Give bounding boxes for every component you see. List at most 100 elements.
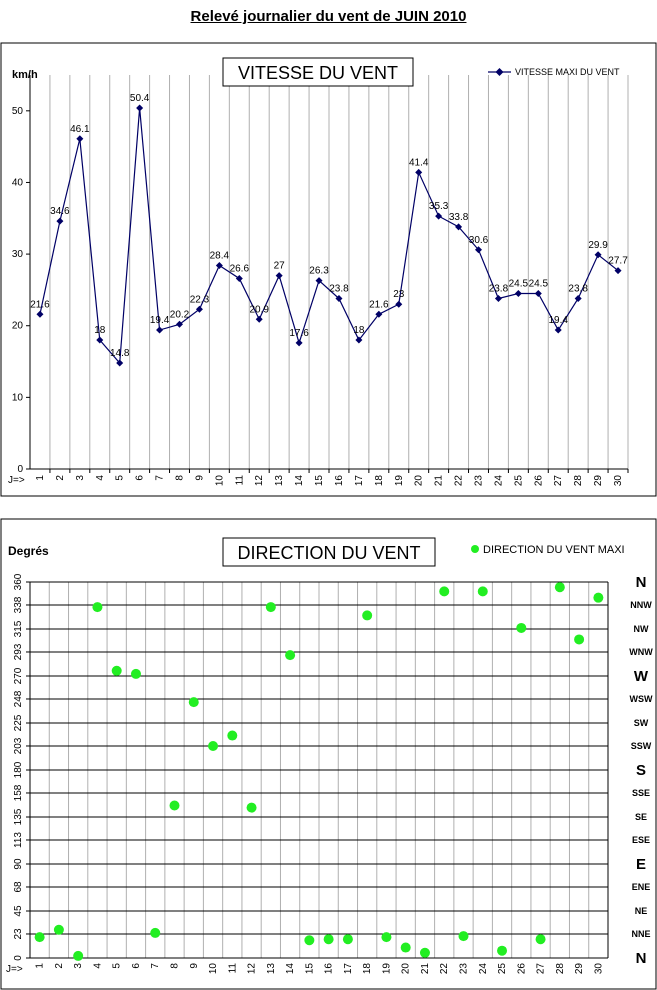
x-tick-label: 6 [135, 475, 146, 481]
data-point [400, 942, 411, 953]
x-tick-label: 25 [513, 475, 524, 487]
x-tick-label: 5 [115, 475, 126, 481]
data-point [227, 730, 238, 741]
y-tick-label: 68 [13, 881, 24, 893]
data-point [535, 934, 546, 945]
data-point [477, 586, 488, 597]
data-label: 18 [94, 325, 106, 336]
compass-label: SSE [632, 788, 650, 798]
data-point [455, 223, 463, 231]
data-label: 20.2 [170, 309, 190, 320]
data-point [475, 246, 482, 254]
data-label: 21.6 [369, 299, 389, 310]
y-tick-label: 50 [12, 106, 24, 117]
data-label: 33.8 [449, 212, 469, 223]
compass-label: SSW [631, 741, 652, 751]
data-point [208, 740, 219, 751]
data-point [304, 935, 315, 946]
x-tick-label: 29 [593, 475, 604, 487]
data-label: 23.8 [329, 284, 349, 295]
y-tick-label: 20 [12, 321, 24, 332]
data-label: 21.6 [30, 299, 50, 310]
data-point [176, 320, 183, 328]
x-axis-label: J=> [6, 964, 23, 975]
data-point [92, 602, 103, 613]
data-label: 14.8 [110, 348, 130, 359]
x-tick-label: 14 [294, 475, 305, 487]
data-point [458, 931, 469, 942]
compass-label: NE [635, 906, 648, 916]
x-tick-label: 13 [266, 963, 277, 975]
x-tick-label: 9 [189, 963, 200, 969]
x-tick-label: 25 [497, 963, 508, 975]
y-tick-label: 0 [13, 955, 24, 961]
chart-title: DIRECTION DU VENT [237, 543, 420, 563]
data-point [136, 104, 144, 112]
compass-label: S [636, 762, 646, 779]
data-label: 20.9 [249, 304, 269, 315]
data-point [439, 586, 450, 597]
data-label: 28.4 [210, 251, 230, 262]
data-point [516, 622, 527, 633]
x-tick-label: 29 [574, 963, 585, 975]
y-tick-label: 23 [13, 928, 24, 940]
data-point [150, 927, 161, 938]
x-tick-label: 19 [381, 963, 392, 975]
data-point [76, 135, 84, 143]
x-tick-label: 7 [150, 963, 161, 969]
x-tick-label: 26 [516, 963, 527, 975]
data-point [169, 800, 180, 811]
data-label: 19.4 [548, 315, 568, 326]
x-tick-label: 28 [555, 963, 566, 975]
x-tick-label: 18 [362, 963, 373, 975]
x-tick-label: 21 [420, 963, 431, 975]
data-point [235, 274, 243, 282]
x-tick-label: 22 [454, 475, 465, 487]
compass-label: WNW [629, 647, 653, 657]
data-label: 50.4 [130, 93, 150, 104]
data-point [255, 315, 263, 323]
data-point [415, 168, 423, 176]
legend-marker [471, 545, 479, 553]
y-tick-label: 270 [13, 667, 24, 684]
x-tick-label: 21 [434, 475, 445, 487]
x-tick-label: 15 [314, 475, 325, 487]
x-tick-label: 18 [374, 475, 385, 487]
data-point [53, 924, 64, 935]
y-tick-label: 338 [13, 596, 24, 613]
y-tick-label: 135 [13, 808, 24, 825]
data-label: 27 [274, 261, 286, 272]
data-point [494, 295, 502, 303]
data-label: 24.5 [509, 278, 529, 289]
data-point [34, 932, 45, 943]
x-tick-label: 14 [285, 963, 296, 975]
data-label: 17.6 [289, 328, 309, 339]
data-point [73, 950, 84, 961]
data-point [215, 262, 223, 270]
data-label: 46.1 [70, 124, 90, 135]
x-tick-label: 20 [401, 963, 412, 975]
x-tick-label: 15 [304, 963, 315, 975]
data-point [188, 697, 199, 708]
x-tick-label: 17 [343, 963, 354, 975]
data-point [246, 802, 257, 813]
data-label: 23 [393, 289, 405, 300]
data-label: 35.3 [429, 201, 449, 212]
data-point [355, 336, 363, 344]
data-point [36, 310, 44, 318]
x-tick-label: 10 [208, 963, 219, 975]
data-point [342, 934, 353, 945]
y-axis-label: km/h [12, 69, 38, 81]
data-label: 30.6 [469, 235, 489, 246]
data-point [362, 610, 373, 621]
y-tick-label: 203 [13, 737, 24, 754]
x-tick-label: 22 [439, 963, 450, 975]
data-point [594, 251, 602, 259]
y-tick-label: 90 [13, 858, 24, 870]
compass-label: W [634, 668, 649, 685]
x-tick-label: 6 [131, 963, 142, 969]
data-point [381, 932, 392, 943]
y-tick-label: 113 [13, 832, 24, 848]
data-point [554, 326, 562, 334]
compass-label: N [636, 950, 647, 967]
